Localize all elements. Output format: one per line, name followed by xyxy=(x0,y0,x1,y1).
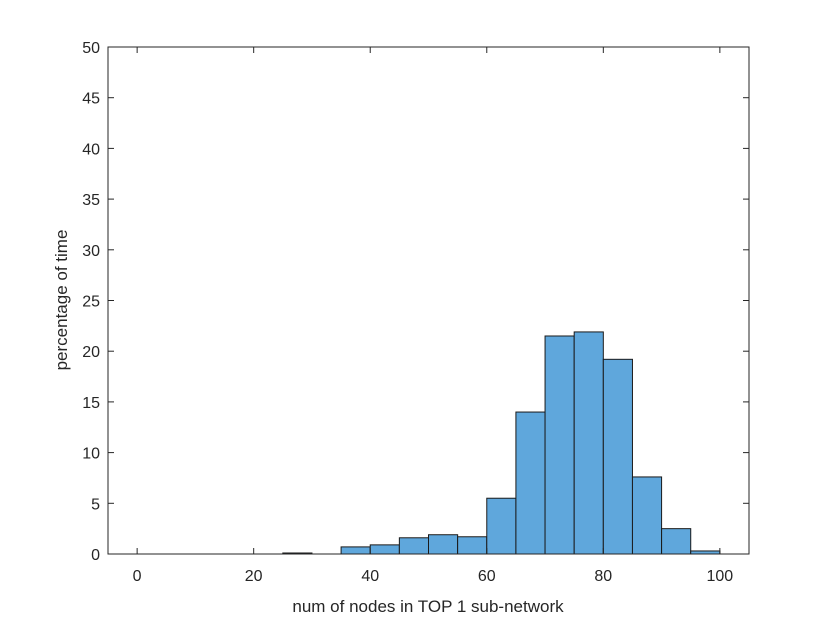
y-tick-label: 0 xyxy=(91,547,100,564)
x-axis-ticks: 0 20 40 60 80 100 xyxy=(133,47,734,585)
histogram-bar xyxy=(515,411,546,555)
x-tick-label: 20 xyxy=(245,568,263,585)
y-tick-label: 30 xyxy=(82,243,100,260)
x-tick-label: 80 xyxy=(594,568,612,585)
y-axis-label: percentage of time xyxy=(52,230,71,371)
y-tick-label: 10 xyxy=(82,446,100,463)
y-tick-label: 25 xyxy=(82,294,100,311)
y-tick-label: 40 xyxy=(82,141,100,158)
histogram-bar xyxy=(428,534,459,555)
x-tick-label: 60 xyxy=(478,568,496,585)
histogram-bar xyxy=(457,536,488,555)
histogram-bar xyxy=(602,358,633,555)
histogram-bar xyxy=(573,331,604,555)
y-tick-label: 5 xyxy=(91,496,100,513)
y-axis-ticks: 0 5 10 15 20 25 30 35 40 45 50 xyxy=(82,40,749,564)
x-tick-label: 100 xyxy=(707,568,734,585)
y-tick-label: 15 xyxy=(82,395,100,412)
x-tick-label: 40 xyxy=(361,568,379,585)
y-tick-label: 45 xyxy=(82,91,100,108)
histogram-bar xyxy=(661,528,692,555)
x-axis-label: num of nodes in TOP 1 sub-network xyxy=(292,597,564,616)
y-tick-label: 20 xyxy=(82,344,100,361)
plot-background xyxy=(108,47,749,554)
y-tick-label: 35 xyxy=(82,192,100,209)
histogram-bar xyxy=(631,476,663,555)
histogram-bar xyxy=(340,546,371,555)
histogram-bar xyxy=(369,544,400,555)
y-tick-label: 50 xyxy=(82,40,100,57)
histogram-bar xyxy=(398,537,429,555)
x-tick-label: 0 xyxy=(133,568,142,585)
histogram-bar xyxy=(486,497,517,555)
histogram-bar xyxy=(544,335,575,555)
bars-group xyxy=(282,331,721,555)
